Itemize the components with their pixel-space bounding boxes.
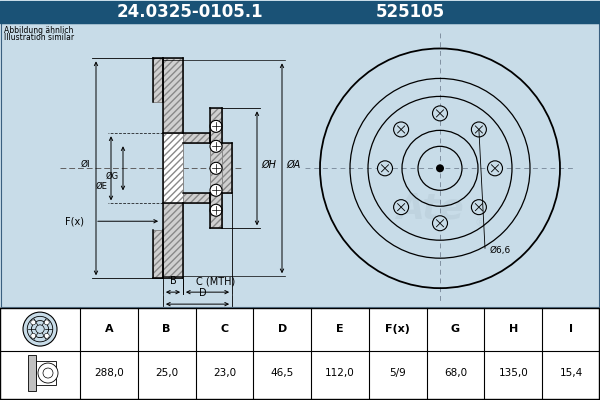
Circle shape	[394, 122, 409, 137]
Text: ØH: ØH	[261, 159, 276, 169]
Bar	[153, 230, 163, 278]
Circle shape	[433, 216, 448, 231]
Text: Abbildung ähnlich: Abbildung ähnlich	[4, 26, 73, 36]
Text: 25,0: 25,0	[155, 368, 178, 378]
Circle shape	[210, 162, 222, 174]
Bar	[0, 308, 600, 400]
Bar	[183, 133, 210, 143]
Circle shape	[210, 120, 222, 132]
Circle shape	[210, 204, 222, 216]
Text: D: D	[278, 324, 287, 334]
Text: Illustration similar: Illustration similar	[4, 34, 74, 42]
Bar	[183, 193, 210, 203]
Text: 24.0325-0105.1: 24.0325-0105.1	[116, 2, 263, 20]
Circle shape	[487, 161, 503, 176]
Text: 68,0: 68,0	[444, 368, 467, 378]
Circle shape	[472, 200, 487, 215]
Text: 15,4: 15,4	[559, 368, 583, 378]
Text: F(x): F(x)	[385, 324, 410, 334]
Circle shape	[436, 164, 444, 172]
Text: ØG: ØG	[106, 172, 119, 181]
Circle shape	[31, 320, 36, 325]
Text: Ø6,6: Ø6,6	[490, 246, 511, 255]
Text: 135,0: 135,0	[499, 368, 528, 378]
Circle shape	[472, 122, 487, 137]
Text: Ate: Ate	[396, 191, 464, 225]
Text: B: B	[170, 276, 176, 286]
Text: H: H	[509, 324, 518, 334]
Text: A: A	[104, 324, 113, 334]
Text: 46,5: 46,5	[271, 368, 294, 378]
Bar	[163, 203, 183, 278]
Bar	[0, 22, 600, 308]
Bar	[1, 24, 599, 307]
Bar	[28, 355, 36, 391]
Bar	[153, 58, 163, 102]
Bar	[163, 133, 183, 203]
Text: B: B	[163, 324, 171, 334]
Text: G: G	[451, 324, 460, 334]
Circle shape	[44, 333, 49, 338]
Text: ØE: ØE	[95, 182, 107, 191]
Text: C (MTH): C (MTH)	[196, 276, 235, 286]
Text: F(x): F(x)	[65, 216, 84, 226]
Circle shape	[394, 200, 409, 215]
Text: 23,0: 23,0	[213, 368, 236, 378]
Circle shape	[31, 333, 36, 338]
Bar	[163, 133, 183, 203]
Text: D: D	[199, 288, 206, 298]
Bar	[36, 361, 56, 385]
Circle shape	[44, 320, 49, 325]
Text: ØA: ØA	[286, 159, 300, 169]
Bar	[163, 58, 183, 133]
Text: I: I	[569, 324, 573, 334]
Circle shape	[38, 363, 58, 383]
Circle shape	[210, 184, 222, 196]
Text: 5/9: 5/9	[389, 368, 406, 378]
Circle shape	[433, 106, 448, 121]
Text: ®: ®	[475, 218, 486, 228]
Text: ØI: ØI	[80, 160, 90, 169]
Text: 288,0: 288,0	[94, 368, 124, 378]
Text: E: E	[336, 324, 344, 334]
Bar	[163, 133, 183, 203]
Text: 525105: 525105	[376, 2, 445, 20]
Bar	[0, 0, 600, 22]
Circle shape	[377, 161, 392, 176]
Bar	[222, 143, 232, 193]
Circle shape	[23, 312, 57, 346]
Text: 112,0: 112,0	[325, 368, 355, 378]
Text: C: C	[220, 324, 229, 334]
Bar	[210, 108, 222, 228]
Circle shape	[210, 140, 222, 152]
